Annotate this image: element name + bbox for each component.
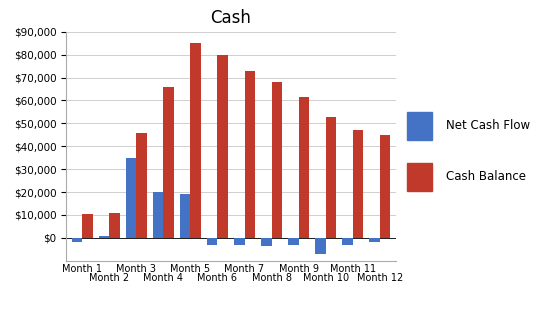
Bar (370, 238, 379, 242)
Text: Month 4: Month 4 (144, 273, 183, 283)
Bar (136, 133, 147, 238)
Bar (326, 116, 336, 238)
Text: Month 3: Month 3 (117, 264, 156, 274)
Text: Month 9: Month 9 (279, 264, 318, 274)
Bar (315, 238, 326, 254)
Bar (272, 82, 282, 238)
Bar (153, 192, 163, 238)
Text: Month 10: Month 10 (302, 273, 349, 283)
Text: Month 1: Month 1 (62, 264, 102, 274)
Bar (288, 238, 299, 245)
Text: Cash Balance: Cash Balance (446, 170, 525, 183)
Bar (407, 163, 432, 191)
Bar (99, 236, 109, 238)
Text: Month 2: Month 2 (89, 273, 129, 283)
Bar (245, 71, 255, 238)
Bar (379, 135, 390, 238)
Text: Month 8: Month 8 (251, 273, 292, 283)
Text: Net Cash Flow: Net Cash Flow (446, 120, 530, 132)
Text: Month 5: Month 5 (170, 264, 211, 274)
Bar (190, 43, 201, 238)
Text: Month 6: Month 6 (197, 273, 238, 283)
Bar (217, 55, 228, 238)
Bar (126, 158, 136, 238)
Bar (234, 238, 245, 245)
Text: Month 7: Month 7 (224, 264, 265, 274)
Text: Month 11: Month 11 (329, 264, 376, 274)
Bar (353, 130, 363, 238)
Bar (299, 97, 309, 238)
Bar (72, 238, 82, 242)
Bar (407, 112, 432, 140)
Bar (109, 213, 119, 238)
Bar (207, 238, 217, 245)
Title: Cash: Cash (211, 10, 251, 27)
Bar (163, 87, 174, 238)
Bar (261, 238, 272, 246)
Bar (180, 194, 190, 238)
Text: Month 12: Month 12 (356, 273, 403, 283)
Bar (343, 238, 353, 245)
Bar (82, 214, 92, 238)
